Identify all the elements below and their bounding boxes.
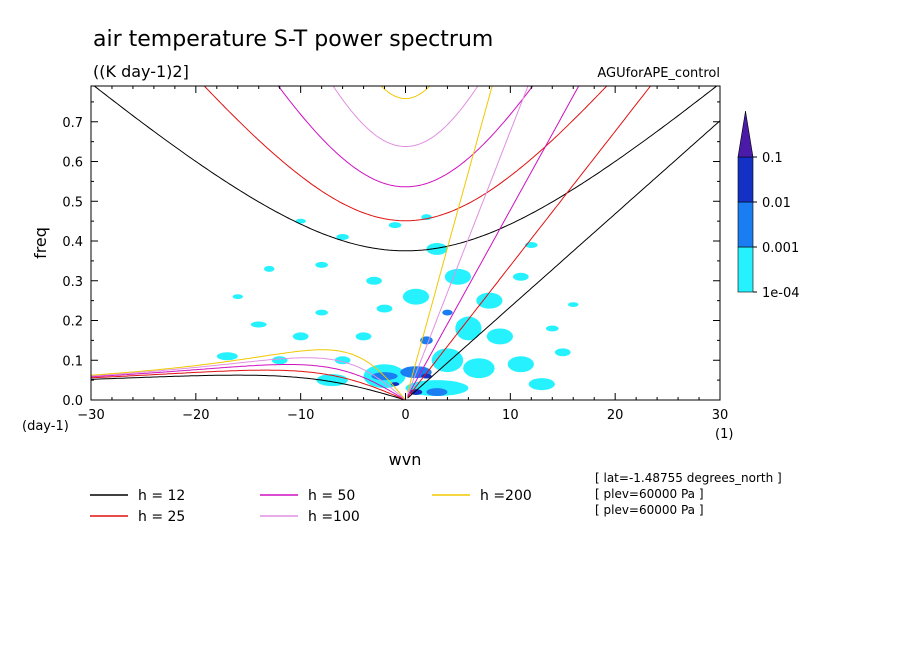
- colorbar-label-3: 0.1: [762, 151, 783, 166]
- x-tick-label: 20: [607, 408, 624, 423]
- x-tick-label: 0: [401, 408, 409, 423]
- power-region-18: [486, 328, 513, 345]
- x-tick-label: −30: [77, 408, 104, 423]
- legend-label-h25: h = 25: [138, 509, 185, 525]
- colorbar-swatch-1: [737, 201, 754, 248]
- power-region-0: [292, 332, 309, 341]
- annotation-plev-1: [ plev=60000 Pa ]: [595, 487, 704, 501]
- chart-units: ((K day-1)2]: [93, 62, 189, 81]
- power-region-5: [336, 234, 349, 241]
- y-tick-label: 0.0: [62, 394, 83, 409]
- power-region-6: [315, 261, 328, 268]
- rossby-curve-h12: [91, 374, 406, 400]
- power-region-28: [512, 272, 529, 281]
- x-tick-label: 10: [502, 408, 519, 423]
- legend-label-h50: h = 50: [308, 488, 355, 504]
- annotation-lat: [ lat=-1.48755 degrees_north ]: [595, 471, 782, 485]
- power-region-19: [455, 316, 482, 341]
- y-tick-label: 0.7: [62, 116, 83, 131]
- chart-title: air temperature S-T power spectrum: [93, 27, 493, 52]
- legend-label-h200: h =200: [480, 488, 532, 504]
- colorbar-swatch-2: [737, 156, 754, 203]
- gravity-curve-h200: [380, 86, 431, 100]
- power-region-37: [442, 309, 453, 316]
- power-region-15: [388, 222, 402, 229]
- plot-frame: [90, 85, 721, 401]
- colorbar-label-0: 1e-04: [762, 286, 800, 301]
- rossby-curve-h100: [91, 357, 406, 400]
- kelvin-curve-h12: [407, 120, 720, 399]
- x-axis-label: wvn: [389, 450, 422, 469]
- power-region-23: [528, 378, 555, 391]
- axes: −30 −20 −10 0 10 20 30 0.0 0.1 0.2 0.3 0.4 0.5 0.6 0.7: [62, 86, 728, 423]
- annotation-plev-2: [ plev=60000 Pa ]: [595, 503, 704, 517]
- legend: h = 12 h = 25 h = 50 h =100 h =200: [90, 488, 532, 525]
- rossby-curve-h25: [91, 369, 406, 400]
- gravity-curve-h100: [332, 86, 479, 147]
- power-regions: [216, 214, 579, 397]
- rossby-curve-h50: [91, 364, 406, 400]
- power-region-10: [315, 309, 328, 316]
- power-region-20: [431, 348, 464, 373]
- colorbar-extend-triangle: [737, 110, 754, 158]
- power-region-1: [250, 321, 267, 328]
- power-region-16: [444, 268, 472, 285]
- power-region-4: [366, 276, 382, 285]
- power-region-21: [463, 358, 495, 379]
- power-region-30: [567, 302, 579, 307]
- y-axis-unit: (day-1): [22, 419, 69, 434]
- power-region-31: [545, 325, 559, 332]
- kelvin-curve-h200: [407, 86, 493, 393]
- x-axis-unit: (1): [715, 427, 733, 442]
- power-region-3: [334, 356, 351, 365]
- gravity-curve-h50: [277, 86, 534, 188]
- power-region-33: [271, 356, 288, 365]
- y-tick-label: 0.5: [62, 195, 83, 210]
- x-tick-label: −20: [182, 408, 209, 423]
- power-region-40: [421, 373, 432, 379]
- gravity-curve-h12: [93, 86, 718, 252]
- experiment-label: AGUforAPE_control: [597, 66, 720, 81]
- colorbar-label-1: 0.001: [762, 241, 799, 256]
- legend-label-h100: h =100: [308, 509, 360, 525]
- power-region-11: [232, 294, 244, 300]
- y-tick-label: 0.1: [62, 354, 83, 369]
- colorbar: 1e-04 0.001 0.01 0.1: [737, 110, 800, 301]
- power-region-7: [263, 265, 275, 272]
- y-tick-label: 0.6: [62, 156, 83, 171]
- colorbar-label-2: 0.01: [762, 196, 791, 211]
- power-region-8: [376, 304, 393, 313]
- power-region-27: [554, 348, 571, 357]
- x-tick-label: 30: [712, 408, 729, 423]
- power-region-2: [216, 352, 238, 361]
- kelvin-curve-h100: [407, 86, 529, 395]
- rossby-curve-h200: [91, 349, 406, 400]
- power-region-22: [507, 356, 534, 373]
- power-region-13: [426, 243, 448, 255]
- y-tick-label: 0.4: [62, 235, 83, 250]
- power-region-9: [355, 332, 372, 341]
- dispersion-curves: [91, 86, 720, 400]
- colorbar-swatch-0: [737, 246, 754, 293]
- y-tick-label: 0.3: [62, 275, 83, 290]
- power-region-12: [402, 288, 430, 305]
- kelvin-curve-h50: [407, 86, 580, 397]
- power-region-32: [295, 218, 306, 224]
- gravity-curve-h25: [203, 86, 608, 222]
- kelvin-curve-h25: [407, 86, 652, 398]
- power-region-38: [426, 388, 448, 397]
- x-tick-label: −10: [287, 408, 314, 423]
- legend-label-h12: h = 12: [138, 488, 185, 504]
- power-region-17: [476, 292, 503, 309]
- y-tick-label: 0.2: [62, 315, 83, 330]
- y-axis-label: freq: [31, 227, 50, 259]
